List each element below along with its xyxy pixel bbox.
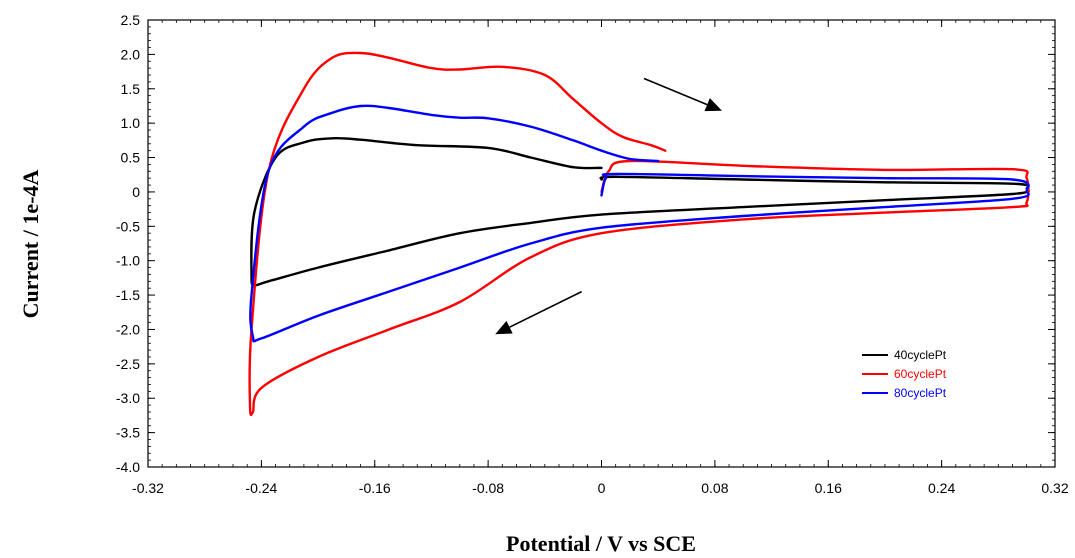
- arrow-shaft: [643, 77, 708, 106]
- x-tick-label: -0.16: [359, 480, 391, 496]
- arrow-head: [495, 320, 513, 335]
- annotation-arrows: [495, 77, 722, 335]
- y-tick-label: 0.5: [121, 150, 141, 166]
- x-tick-label: 0.08: [701, 480, 728, 496]
- y-tick-label: -4.0: [116, 459, 140, 475]
- y-tick-label: -2.5: [116, 356, 140, 372]
- series-layer: [248, 51, 1030, 417]
- x-axis-title: Potential / V vs SCE: [506, 531, 696, 556]
- y-tick-label: 2.5: [121, 12, 141, 28]
- legend: 40cyclePt 60cyclePt 80cyclePt: [862, 348, 947, 400]
- series-line-60cyclePt: [248, 51, 1030, 417]
- x-tick-label: -0.24: [245, 480, 277, 496]
- legend-label: 80cyclePt: [894, 386, 947, 400]
- x-tick-label: 0.32: [1041, 480, 1068, 496]
- y-tick-label: -2.0: [116, 321, 140, 337]
- x-tick-label: 0.24: [928, 480, 955, 496]
- arrow-head: [704, 98, 722, 112]
- y-tick-label: 1.5: [121, 81, 141, 97]
- arrow-shaft: [509, 290, 583, 328]
- y-tick-label: -0.5: [116, 218, 140, 234]
- y-tick-label: 0: [132, 184, 140, 200]
- axis-ticks: -0.32 -0.24 -0.16 -0.08 0 0.08 0.16 0.24 0.32 2.5…: [116, 12, 1069, 496]
- series-line-40cyclePt: [250, 136, 1030, 287]
- x-tick-label: -0.08: [472, 480, 504, 496]
- y-tick-label: -3.0: [116, 390, 140, 406]
- legend-label: 40cyclePt: [894, 348, 947, 362]
- x-tick-label: 0.16: [815, 480, 842, 496]
- series-line-80cyclePt: [249, 104, 1030, 343]
- x-tick-label: 0: [598, 480, 606, 496]
- y-tick-label: 2.0: [121, 46, 141, 62]
- x-tick-label: -0.32: [132, 480, 164, 496]
- y-tick-label: -3.5: [116, 425, 140, 441]
- y-axis-title: Current / 1e-4A: [18, 170, 43, 319]
- y-tick-label: -1.0: [116, 253, 140, 269]
- legend-label: 60cyclePt: [894, 367, 947, 381]
- y-tick-label: -1.5: [116, 287, 140, 303]
- y-tick-label: 1.0: [121, 115, 141, 131]
